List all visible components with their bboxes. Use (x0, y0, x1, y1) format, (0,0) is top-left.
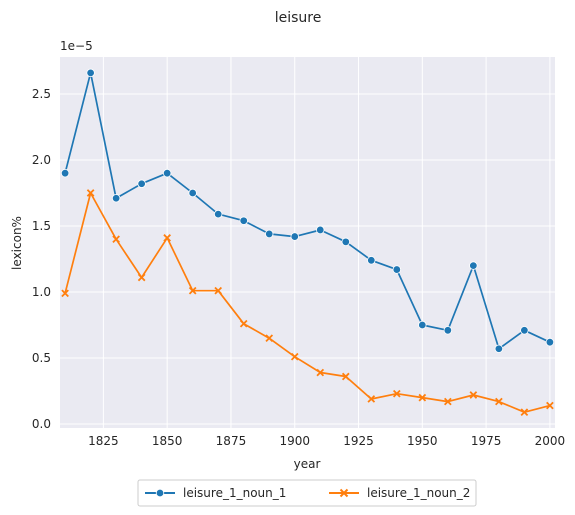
x-tick-label: 1975 (471, 434, 502, 448)
plot-area (60, 57, 555, 428)
series-layer (60, 68, 555, 416)
chart-title: leisure (275, 10, 322, 26)
series-2-point (341, 372, 350, 381)
y-tick-label: 2.5 (32, 87, 51, 101)
series-2-point (495, 397, 503, 406)
grid-lines (60, 57, 555, 428)
series-2-point (418, 393, 427, 402)
series-1-point (265, 229, 274, 239)
series-2-point (214, 286, 223, 295)
x-tick-label: 1900 (279, 434, 310, 448)
series-2-point (443, 397, 452, 406)
y-tick-label: 0.5 (32, 351, 51, 365)
x-tick-label: 1825 (88, 434, 119, 448)
legend-marker-series-1 (155, 488, 165, 498)
y-axis-ticks: 0.0 0.5 1.0 1.5 2.0 2.5 (32, 87, 51, 431)
series-1-point (316, 225, 325, 235)
series-1-point (494, 344, 504, 353)
series-1-point (162, 168, 172, 178)
x-tick-label: 2000 (535, 434, 566, 448)
x-tick-label: 1875 (216, 434, 247, 448)
series-2-point (546, 401, 554, 410)
y-tick-label: 1.5 (32, 219, 51, 233)
series-1-point (188, 188, 197, 198)
series-1-point (60, 168, 70, 178)
series-2-point (61, 289, 69, 298)
series-2-point (163, 234, 172, 242)
y-axis-label: lexicon% (10, 216, 24, 270)
series-1-point (367, 256, 376, 265)
y-axis-offset-label: 1e−5 (60, 39, 93, 53)
x-tick-label: 1950 (407, 434, 438, 448)
series-2-point (520, 408, 529, 416)
legend-box (137, 479, 477, 507)
series-2-point (316, 368, 325, 377)
series-1-point (418, 320, 427, 330)
legend-label-series-1: leisure_1_noun_1 (183, 486, 286, 500)
series-2-point (239, 319, 248, 328)
legend: leisure_1_noun_1 leisure_1_noun_2 (137, 479, 477, 507)
series-2-point (265, 334, 274, 343)
series-2-point (137, 273, 146, 282)
y-tick-label: 1.0 (32, 285, 51, 299)
x-axis-ticks: 1825 1850 1875 1900 1925 1950 1975 2000 (88, 434, 565, 448)
series-1-point (290, 232, 299, 241)
series-1-point (111, 194, 121, 203)
y-tick-label: 2.0 (32, 153, 51, 167)
series-1-point (213, 209, 223, 219)
legend-label-series-2: leisure_1_noun_2 (367, 486, 470, 500)
series-2-point (112, 235, 120, 244)
series-1-point (341, 237, 350, 247)
series-1-point (443, 326, 453, 335)
x-tick-label: 1925 (343, 434, 374, 448)
series-1-point (392, 265, 402, 274)
series-2-point (469, 391, 478, 399)
series-1-point (520, 326, 529, 335)
x-tick-label: 1850 (152, 434, 183, 448)
series-1-point (545, 337, 555, 347)
series-2-point (367, 395, 376, 403)
series-1-point (469, 261, 478, 270)
series-line-1 (64, 71, 551, 350)
series-1-point (239, 216, 248, 225)
series-2-point (392, 389, 401, 398)
x-axis-label: year (294, 457, 321, 471)
series-2-point (290, 352, 299, 361)
y-tick-label: 0.0 (32, 417, 51, 431)
series-line-2 (64, 192, 551, 414)
series-1-point (86, 68, 95, 78)
series-2-point (86, 189, 95, 197)
series-2-point (188, 286, 197, 295)
series-1-point (137, 179, 146, 188)
legend-marker-series-2 (339, 488, 349, 498)
